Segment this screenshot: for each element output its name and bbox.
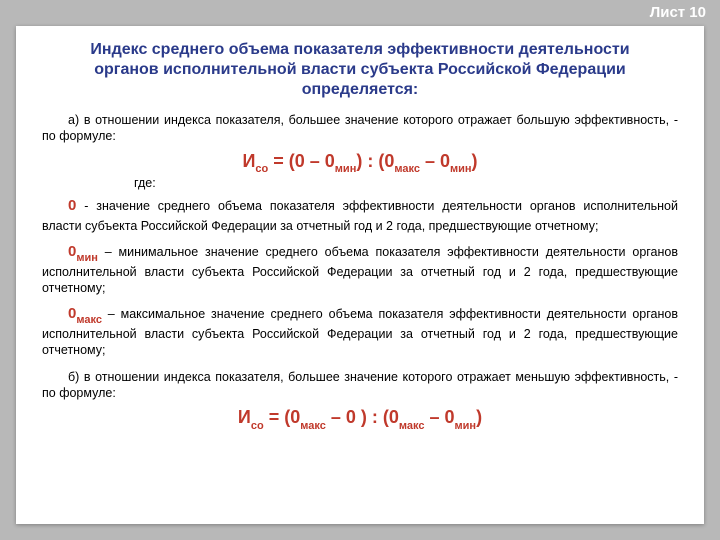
formula-colon: :: [367, 407, 383, 427]
formula-sym: 0: [384, 151, 394, 171]
section-a-lead: а) в отношении индекса показателя, больш…: [42, 112, 678, 145]
term-text: – минимальное значение среднего объема п…: [42, 245, 678, 295]
formula-minus: –: [326, 407, 346, 427]
formula-sym: 0: [440, 151, 450, 171]
formula-minus: –: [420, 151, 440, 171]
formula-b: Исо = (0макс – 0 ) : (0макс – 0мин): [42, 407, 678, 431]
formula-eq: =: [264, 407, 285, 427]
term-symbol-sub: мин: [76, 252, 98, 264]
formula-sym: 0: [325, 151, 335, 171]
formula-eq: =: [268, 151, 289, 171]
formula-sub: мин: [455, 420, 477, 432]
formula-sym: 0: [389, 407, 399, 427]
formula-lhs: И: [242, 151, 255, 171]
document-page: Индекс среднего объема показателя эффект…: [16, 26, 704, 524]
formula-colon: :: [362, 151, 378, 171]
definition-row: 0макс – максимальное значение среднего о…: [42, 304, 678, 358]
term-text: - значение среднего объема показателя эф…: [42, 199, 678, 233]
definition-row: 0мин – минимальное значение среднего объ…: [42, 242, 678, 296]
formula-rp: ): [472, 151, 478, 171]
formula-sym: 0: [295, 151, 305, 171]
formula-lhs-sub: со: [255, 163, 268, 175]
formula-sym: 0: [346, 407, 356, 427]
formula-minus: –: [305, 151, 325, 171]
term-text: – максимальное значение среднего объема …: [42, 307, 678, 357]
formula-rp: ): [476, 407, 482, 427]
formula-sym: 0: [445, 407, 455, 427]
formula-a: Исо = (0 – 0мин) : (0макс – 0мин): [42, 151, 678, 175]
formula-sub: макс: [300, 420, 326, 432]
formula-sub: макс: [399, 420, 425, 432]
formula-lhs: И: [238, 407, 251, 427]
page-title: Индекс среднего объема показателя эффект…: [62, 40, 658, 100]
formula-sub: мин: [335, 163, 357, 175]
formula-sub: макс: [394, 163, 420, 175]
definition-row: 0 - значение среднего объема показателя …: [42, 196, 678, 234]
term-symbol-sub: макс: [76, 314, 102, 326]
formula-sub: мин: [450, 163, 472, 175]
formula-lhs-sub: со: [251, 420, 264, 432]
formula-sym: 0: [290, 407, 300, 427]
sheet-label: Лист 10: [650, 4, 706, 21]
where-label: где:: [134, 176, 678, 190]
formula-minus: –: [424, 407, 444, 427]
section-b-lead: б) в отношении индекса показателя, больш…: [42, 369, 678, 402]
